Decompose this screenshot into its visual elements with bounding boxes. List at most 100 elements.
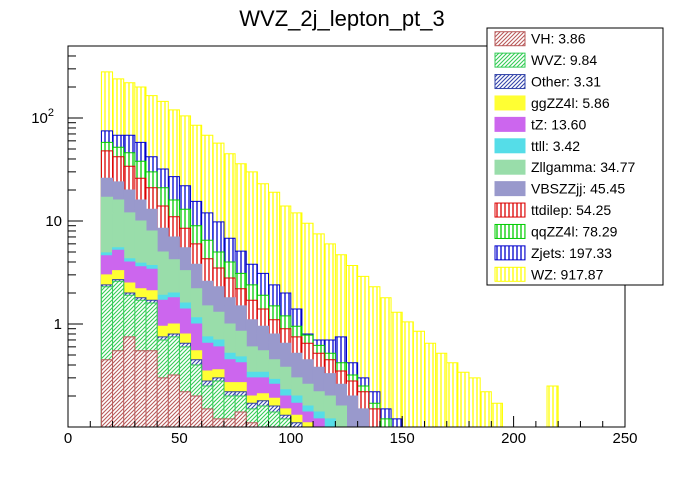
bar-11-26 [391,312,403,427]
series-outline-2 [100,279,303,427]
legend-box [486,27,664,286]
x-tick-label: 0 [64,430,72,447]
bar-1-14 [257,405,269,427]
bar-2-17 [290,422,302,427]
y-tick-label: 10 [45,213,62,230]
bar-1-13 [246,408,258,427]
bar-11-18 [301,223,314,427]
legend-swatch [494,95,526,111]
series-outline-5 [100,247,336,427]
bar-10-26 [391,418,403,427]
legend-entry: WVZ: 9.84 [494,52,597,68]
legend-entry: qqZZ4l: 78.29 [494,223,618,239]
bar-3-17 [290,415,302,427]
legend-entry: tZ: 13.60 [494,116,586,132]
legend-label: WVZ: 9.84 [531,52,597,68]
bar-1-11 [223,395,236,427]
series-outline-0 [100,336,258,427]
legend-entry: VH: 3.86 [494,31,586,47]
x-tick-label: 100 [278,430,303,447]
legend-swatch [494,52,526,68]
series-outline-4 [100,249,325,427]
bar-1-10 [212,380,224,427]
legend-entry: VBSZZjj: 45.45 [494,181,625,197]
legend-entry: ggZZ4l: 5.86 [494,95,610,111]
bar-11-31 [446,362,458,427]
bar-11-28 [413,331,425,427]
bar-6-21 [335,405,347,427]
legend-swatch [494,31,526,47]
bar-11-32 [457,372,470,427]
bar-11-35 [491,403,503,427]
bar-0-5 [157,377,169,427]
x-tick-label: 150 [390,430,415,447]
bar-0-13 [246,422,258,427]
series-outline-11 [100,71,559,427]
bar-11-25 [379,297,392,427]
legend-label: WZ: 917.87 [531,266,604,282]
bar-11-34 [480,391,492,427]
y-tick-label: 102 [31,107,54,127]
bar-4-19 [313,418,325,427]
legend-swatch [494,116,526,132]
bar-11-19 [313,233,325,427]
bar-5-20 [324,418,336,427]
series-outline-8 [100,150,381,427]
legend-label: qqZZ4l: 78.29 [531,223,618,239]
legend-swatch [494,245,526,261]
bar-0-10 [212,418,224,427]
x-tick-label: 50 [171,430,188,447]
chart-title: WVZ_2j_lepton_pt_3 [239,6,444,31]
legend-entry: WZ: 917.87 [494,266,604,282]
bar-0-0 [101,359,113,427]
bar-11-20 [324,243,336,427]
legend-label: ttll: 3.42 [531,138,580,154]
bar-6-19 [313,391,325,427]
bar-1-9 [201,386,213,427]
bar-7-22 [346,395,358,427]
legend-swatch [494,138,526,154]
bar-3-18 [301,422,314,427]
legend-swatch [494,223,526,239]
series-0 [100,336,258,427]
legend-label: Zjets: 197.33 [531,245,612,261]
bar-11-27 [402,321,414,427]
bar-1-15 [268,411,280,427]
legend-label: ttdilep: 54.25 [531,202,611,218]
x-tick-label: 250 [612,430,637,447]
legend-entry: Other: 3.31 [494,74,601,90]
legend-label: VH: 3.86 [531,31,586,47]
bar-0-9 [201,408,213,427]
bar-11-23 [357,276,369,427]
bar-1-7 [179,346,191,427]
legend-entry: Zllgamma: 34.77 [494,159,635,175]
legend-entry: ttdilep: 54.25 [494,202,611,218]
series-outline-10 [100,130,403,427]
bar-1-16 [279,418,291,427]
bar-0-1 [112,350,124,427]
y-tick-label: 1 [54,316,62,333]
bar-8-24 [368,408,380,427]
legend-label: Other: 3.31 [531,74,601,90]
bar-0-8 [190,395,202,427]
legend-label: tZ: 13.60 [531,116,586,132]
bar-7-23 [357,408,369,427]
legend-swatch [494,74,526,90]
legend-label: VBSZZjj: 45.45 [531,181,625,197]
bar-10-25 [379,408,392,427]
series-outline-9 [100,141,392,427]
legend-label: ggZZ4l: 5.86 [531,95,610,111]
bar-6-20 [324,395,336,427]
legend-swatch [494,159,526,175]
x-tick-label: 200 [501,430,526,447]
bar-11-22 [346,265,358,427]
bar-11-30 [435,353,447,427]
legend-swatch [494,202,526,218]
bar-0-6 [168,374,180,427]
legend-swatch [494,266,526,282]
bar-0-12 [235,411,247,427]
bar-9-25 [379,418,392,427]
bar-0-3 [134,350,146,427]
bar-11-33 [469,377,481,427]
